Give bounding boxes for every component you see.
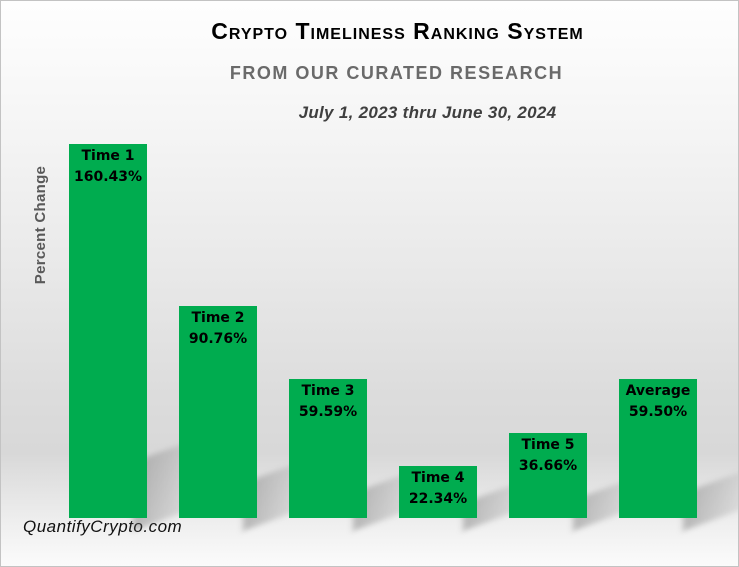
bar-label: Time 3 bbox=[301, 383, 355, 399]
bar-value: 36.66% bbox=[518, 458, 578, 474]
website-credit: QuantifyCrypto.com bbox=[23, 517, 183, 536]
page-subtitle: FROM OUR CURATED RESEARCH bbox=[229, 63, 564, 83]
bar-value: 59.50% bbox=[628, 404, 688, 420]
bar-time-4: Time 4 22.34% bbox=[399, 466, 477, 518]
bar-label: Time 4 bbox=[411, 470, 465, 486]
bar-label: Average bbox=[625, 383, 691, 399]
bar-label: Time 2 bbox=[191, 310, 245, 326]
bar-average: Average 59.50% bbox=[619, 379, 697, 518]
bar-label: Time 1 bbox=[81, 148, 135, 164]
bar-time-5: Time 5 36.66% bbox=[509, 433, 587, 518]
bar-value: 22.34% bbox=[408, 491, 468, 507]
page-title: Crypto Timeliness Ranking System bbox=[211, 18, 584, 44]
bar-label: Time 5 bbox=[521, 437, 575, 453]
bar-time-2: Time 2 90.76% bbox=[179, 306, 257, 518]
bar-time-3: Time 3 59.59% bbox=[289, 379, 367, 518]
bar-value: 160.43% bbox=[73, 169, 143, 185]
bar-time-1: Time 1 160.43% bbox=[69, 144, 147, 518]
date-range-annotation: July 1, 2023 thru June 30, 2024 bbox=[298, 103, 557, 122]
bar-value: 59.59% bbox=[298, 404, 358, 420]
bar-value: 90.76% bbox=[188, 331, 248, 347]
